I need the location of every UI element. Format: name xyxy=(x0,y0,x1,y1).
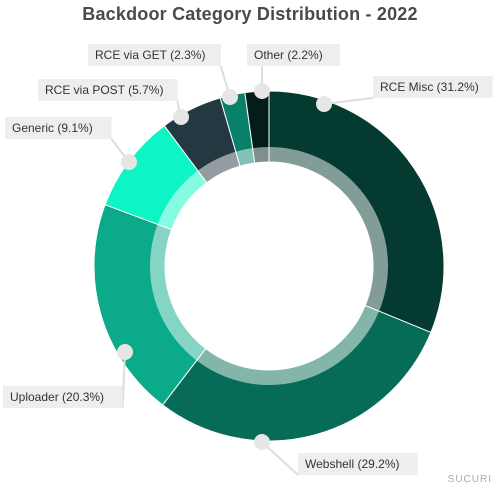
label-box-webshell xyxy=(298,453,418,475)
label-webshell: Webshell (29.2%) xyxy=(305,457,400,471)
sucuri-watermark: SUCURI xyxy=(447,474,492,485)
leader-dot-other xyxy=(254,83,270,99)
leader-line-uploader xyxy=(121,351,126,409)
leader-dot-rce-via-get xyxy=(222,89,238,105)
label-rce-via-post: RCE via POST (5.7%) xyxy=(45,83,163,97)
label-other: Other (2.2%) xyxy=(254,48,323,62)
slice-labels: RCE Misc (31.2%) Webshell (29.2%) Uploader… xyxy=(3,44,493,476)
leader-dot-generic xyxy=(121,154,137,170)
inner-ring xyxy=(150,147,388,385)
leader-line-webshell xyxy=(261,441,299,476)
chart-title: Backdoor Category Distribution - 2022 xyxy=(82,4,418,24)
leader-line-rce-misc xyxy=(323,97,374,105)
label-box-generic xyxy=(5,117,112,139)
label-rce-via-get: RCE via GET (2.3%) xyxy=(95,48,205,62)
leader-dot-rce-misc xyxy=(316,96,332,112)
slice-rce-misc[interactable] xyxy=(268,90,445,334)
label-box-rce-misc xyxy=(373,76,493,98)
label-uploader: Uploader (20.3%) xyxy=(10,390,104,404)
leader-dot-rce-via-post xyxy=(173,109,189,125)
leader-dot-uploader xyxy=(117,344,133,360)
label-generic: Generic (9.1%) xyxy=(12,121,93,135)
label-box-rce-via-post xyxy=(38,79,178,101)
label-box-other xyxy=(247,44,341,66)
leader-dot-webshell xyxy=(254,434,270,450)
label-rce-misc: RCE Misc (31.2%) xyxy=(380,80,479,94)
donut-slices xyxy=(93,90,445,442)
label-box-rce-via-get xyxy=(88,44,221,66)
label-box-uploader xyxy=(3,386,123,408)
